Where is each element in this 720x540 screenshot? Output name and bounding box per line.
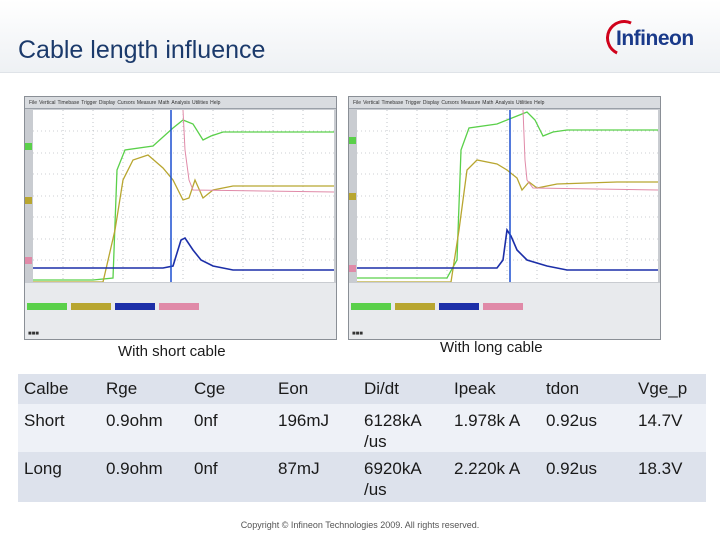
- table-cell: 18.3V: [638, 459, 683, 478]
- scope-brand-mark: ■■■: [352, 331, 363, 337]
- scope-screenshot-long: File Vertical Timebase Trigger Display C…: [348, 96, 661, 340]
- scope-menu-item: Utilities: [516, 100, 533, 106]
- scope-menu-item: Display: [422, 100, 440, 106]
- table-cell: 0.9ohm: [106, 459, 163, 478]
- waveform-svg: [357, 110, 658, 282]
- waveform-pink: [182, 110, 334, 193]
- scope-menu-item: Display: [98, 100, 116, 106]
- table-header-cell: Calbe: [24, 379, 69, 398]
- table-header-cell: tdon: [546, 379, 580, 398]
- waveform-blue: [33, 236, 334, 271]
- channel-marker-icon: [25, 197, 32, 204]
- table-header-cell: Cge: [194, 379, 226, 398]
- copyright-footer: Copyright © Infineon Technologies 2009. …: [240, 520, 480, 530]
- table-cell: 2.220k A: [454, 459, 521, 478]
- scope-menu-item: Math: [158, 100, 170, 106]
- scope-menu-item: Trigger: [405, 100, 421, 106]
- scope-menu-item: Timebase: [381, 100, 404, 106]
- table-cell: 0nf: [194, 411, 218, 430]
- scope-measurement-panel: ■■■: [349, 283, 660, 339]
- scope-menu-item: File: [353, 100, 362, 106]
- scope-menu-item: Utilities: [192, 100, 209, 106]
- table-cell: 6128kA /us: [364, 411, 421, 451]
- channel-marker-icon: [349, 265, 356, 272]
- scope-menu-item: Help: [534, 100, 545, 106]
- waveform-green: [357, 111, 658, 279]
- table-cell: 14.7V: [638, 411, 683, 430]
- scope-screenshot-short: File Vertical Timebase Trigger Display C…: [24, 96, 337, 340]
- table-header-cell: Di/dt: [364, 379, 399, 398]
- scope-menu-bar: File Vertical Timebase Trigger Display C…: [25, 97, 336, 109]
- waveform-blue: [357, 227, 658, 271]
- scope-menu-item: Analysis: [495, 100, 515, 106]
- scope-menu-item: Math: [482, 100, 494, 106]
- waveform-olive: [357, 159, 658, 282]
- caption-short-cable: With short cable: [118, 343, 226, 360]
- table-header-cell: Ipeak: [454, 379, 496, 398]
- table-cell: 0.92us: [546, 411, 598, 430]
- scope-menu-item: Help: [210, 100, 221, 106]
- title-band: [0, 0, 720, 73]
- infineon-logo: Infineon: [600, 14, 702, 62]
- table-cell: 1.978k A: [454, 411, 521, 430]
- waveform-pink: [522, 110, 658, 191]
- scope-menu-item: Vertical: [39, 100, 56, 106]
- scope-waveform-screen: [33, 110, 334, 282]
- scope-waveform-screen: [357, 110, 658, 282]
- page-title: Cable length influence: [18, 36, 266, 64]
- table-cell: 87mJ: [278, 459, 320, 478]
- channel-marker-icon: [25, 143, 32, 150]
- table-cell: 196mJ: [278, 411, 330, 430]
- table-cell: 0nf: [194, 459, 218, 478]
- scope-menu-item: Cursors: [441, 100, 459, 106]
- logo-text: Infineon: [616, 27, 694, 50]
- channel-tag: [71, 303, 111, 310]
- table-row: Long 0.9ohm 0nf 87mJ 6920kA /us 2.220k A…: [18, 452, 706, 502]
- scope-menu-item: Measure: [136, 100, 157, 106]
- table-header-row: Calbe Rge Cge Eon Di/dt Ipeak tdon Vge_p: [18, 374, 706, 404]
- waveform-green: [33, 119, 334, 281]
- scope-measurement-panel: ■■■: [25, 283, 336, 339]
- scope-menu-item: Measure: [460, 100, 481, 106]
- scope-brand-mark: ■■■: [28, 331, 39, 337]
- scope-menu-item: Trigger: [81, 100, 97, 106]
- caption-long-cable: With long cable: [440, 339, 543, 356]
- table-row: Short 0.9ohm 0nf 196mJ 6128kA /us 1.978k…: [18, 404, 706, 452]
- table-cell: Short: [24, 411, 65, 430]
- table-cell: 0.9ohm: [106, 411, 163, 430]
- scope-menu-item: File: [29, 100, 38, 106]
- scope-menu-item: Cursors: [117, 100, 135, 106]
- channel-tag: [439, 303, 479, 310]
- scope-menu-item: Vertical: [363, 100, 380, 106]
- channel-tag: [483, 303, 523, 310]
- channel-marker-icon: [349, 137, 356, 144]
- channel-marker-icon: [349, 193, 356, 200]
- waveform-svg: [33, 110, 334, 282]
- channel-tag: [351, 303, 391, 310]
- table-cell: Long: [24, 459, 62, 478]
- channel-tag: [395, 303, 435, 310]
- channel-marker-icon: [25, 257, 32, 264]
- channel-tag: [115, 303, 155, 310]
- channel-tag: [159, 303, 199, 310]
- waveform-olive: [33, 154, 334, 282]
- results-table: Calbe Rge Cge Eon Di/dt Ipeak tdon Vge_p…: [18, 374, 706, 502]
- scope-menu-item: Timebase: [57, 100, 80, 106]
- table-header-cell: Vge_p: [638, 379, 688, 398]
- channel-tag: [27, 303, 67, 310]
- table-cell: 0.92us: [546, 459, 598, 478]
- table-header-cell: Rge: [106, 379, 138, 398]
- scope-menu-bar: File Vertical Timebase Trigger Display C…: [349, 97, 660, 109]
- table-cell: 6920kA /us: [364, 459, 421, 499]
- scope-menu-item: Analysis: [171, 100, 191, 106]
- table-header-cell: Eon: [278, 379, 309, 398]
